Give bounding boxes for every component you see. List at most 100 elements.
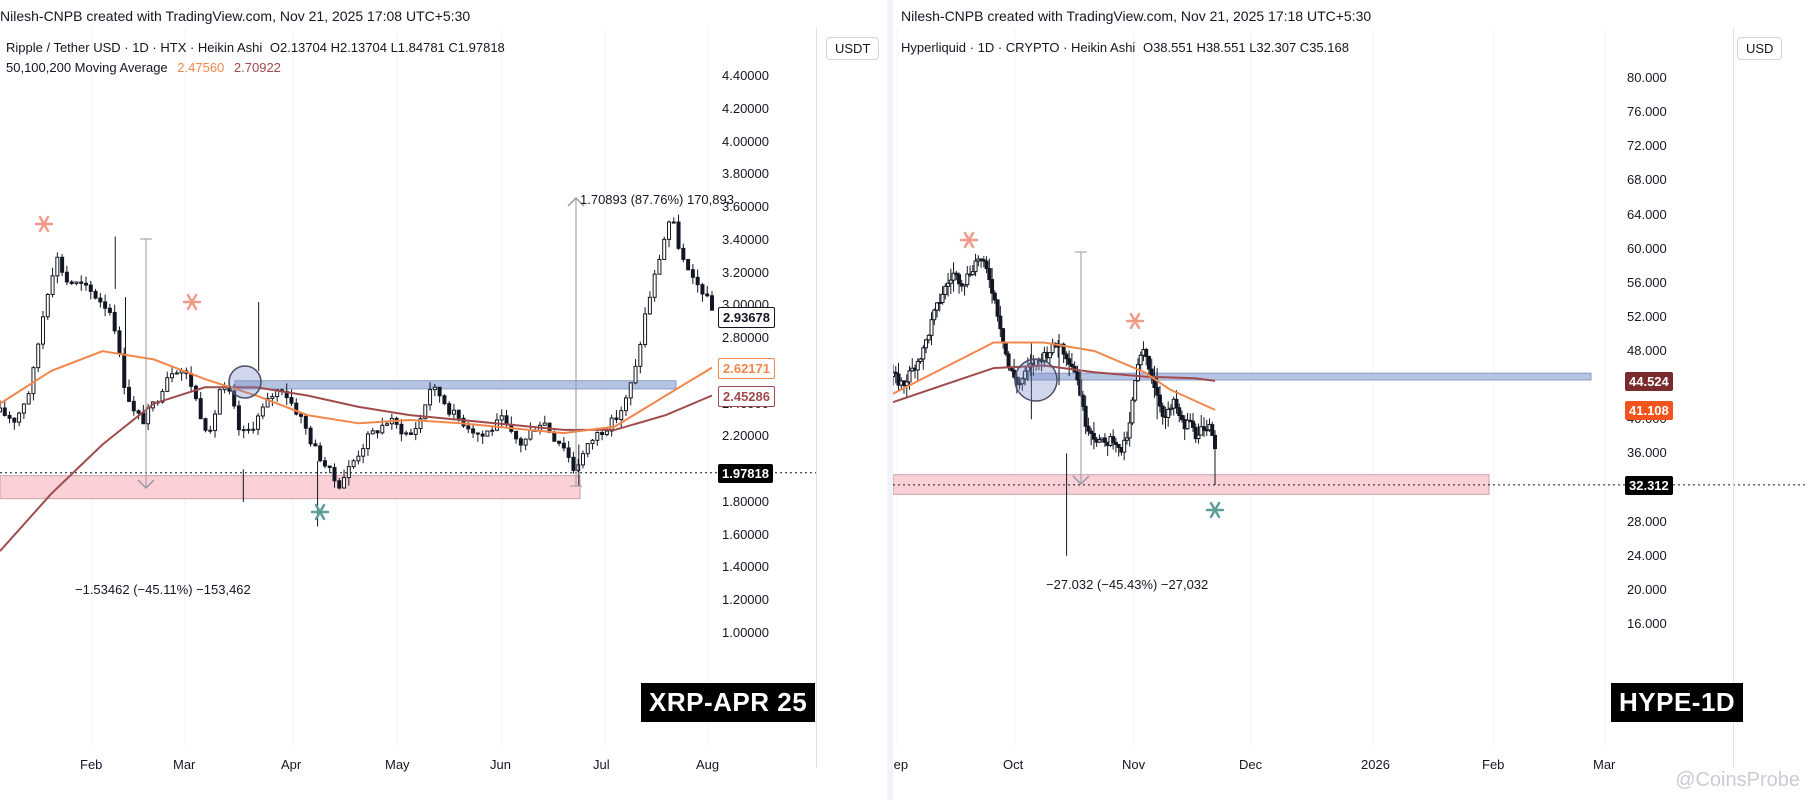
y-axis-tick-label: 3.80000 (722, 166, 769, 182)
candle-body (946, 282, 951, 287)
candle-body (957, 274, 962, 285)
candle-body (136, 410, 141, 414)
candle-body (299, 413, 304, 417)
y-axis-tick-label: 28.000 (1627, 513, 1667, 529)
candle-body (590, 439, 595, 445)
watermark: @CoinsProbe (1675, 769, 1800, 791)
candle-body (1113, 441, 1118, 445)
candle-body (962, 284, 967, 287)
x-axis-tick-label: Sep (893, 757, 909, 772)
candle-body (666, 221, 671, 240)
currency-unit-button[interactable]: USDT (826, 37, 880, 60)
candle-body (1144, 349, 1149, 357)
candle-body (609, 417, 614, 432)
candle-body (399, 423, 404, 435)
symbol-name: Ripple / Tether USD · 1D · HTX · Heikin … (6, 40, 263, 55)
candle-body (1116, 443, 1121, 448)
candle-body (107, 307, 112, 313)
y-axis-tick-label: 20.000 (1627, 581, 1667, 597)
x-axis-tick-label: Jun (490, 757, 511, 772)
high-marker-star (34, 215, 54, 233)
candle-body (198, 398, 203, 420)
crossover-circle (228, 365, 262, 399)
candle-body (1061, 343, 1066, 355)
candle-body (84, 282, 89, 286)
candle-body (351, 460, 356, 468)
candle-body (981, 259, 986, 262)
candle-body (1069, 363, 1074, 367)
y-axis-tick-label: 1.00000 (722, 625, 769, 640)
candle-body (1086, 425, 1091, 432)
price-tag: 32.312 (1625, 475, 1673, 495)
candle-body (112, 311, 117, 332)
hype-chart-panel[interactable]: Nilesh-CNPB created with TradingView.com… (893, 0, 1808, 800)
y-axis-tick-label: 1.20000 (722, 592, 769, 608)
candle-body (189, 373, 194, 387)
candle-body (404, 432, 409, 435)
candle-body (50, 275, 55, 295)
candle-body (600, 432, 605, 435)
candle-body (361, 448, 366, 457)
candle-body (926, 334, 931, 341)
candle-body (203, 418, 208, 431)
candle-body (442, 395, 447, 405)
candle-body (1168, 407, 1173, 410)
ohlc-values: O38.551 H38.551 L32.307 C35.168 (1142, 40, 1349, 55)
candle-body (1204, 429, 1209, 432)
candle-body (1177, 407, 1182, 417)
resistance-zone (1022, 372, 1592, 381)
candle-body (117, 330, 122, 355)
candle-body (485, 430, 490, 437)
candle-body (643, 313, 648, 345)
candle-body (1006, 353, 1011, 368)
candle-body (948, 279, 953, 284)
candle-body (408, 432, 413, 435)
y-axis-tick-label: 4.20000 (722, 100, 769, 116)
xrp-chart-panel[interactable]: Nilesh-CNPB created with TradingView.com… (0, 0, 887, 800)
ma-line-slow (893, 364, 1216, 404)
measure-arrowhead (137, 479, 155, 490)
candle-body (294, 402, 299, 415)
candle-body (904, 381, 909, 386)
candle-body (256, 415, 261, 430)
candle-body (1133, 380, 1138, 401)
candle-body (514, 430, 519, 440)
candle-body (973, 260, 978, 273)
candle-body (954, 272, 959, 276)
candle-body (580, 453, 585, 466)
candle-body (1080, 394, 1085, 407)
candle-body (907, 370, 912, 383)
candle-body (585, 443, 590, 455)
star-stroke (1209, 501, 1221, 519)
candle-body (1185, 419, 1190, 430)
candle-body (557, 440, 562, 444)
candle-body (896, 373, 901, 386)
candle-body (690, 269, 695, 278)
y-axis-tick-label: 72.000 (1627, 138, 1667, 154)
x-axis-tick-label: Dec (1239, 757, 1263, 772)
star-stroke (38, 215, 50, 233)
candle-body (662, 238, 667, 260)
candle-body (984, 260, 989, 270)
candle-body (146, 407, 151, 425)
hype-chart-canvas[interactable] (893, 0, 1808, 800)
candle-body (332, 467, 337, 482)
candle-body (995, 299, 1000, 317)
candle-body (595, 432, 600, 441)
candle-body (356, 455, 361, 462)
candle-body (1091, 432, 1096, 440)
candle-body (1111, 436, 1116, 443)
candle-body (998, 315, 1003, 330)
currency-unit-button[interactable]: USD (1737, 37, 1783, 60)
candle-body (992, 292, 997, 301)
candle-body (270, 396, 275, 399)
candle-body (1064, 353, 1069, 360)
candle-body (41, 316, 46, 345)
candle-body (475, 432, 480, 435)
candle-body (480, 433, 485, 437)
chart-credit: Nilesh-CNPB created with TradingView.com… (901, 8, 1372, 24)
x-axis-tick-label: Oct (1003, 757, 1024, 772)
candle-body (79, 281, 84, 284)
candle-body (700, 284, 705, 295)
xrp-chart-canvas[interactable] (0, 0, 887, 800)
